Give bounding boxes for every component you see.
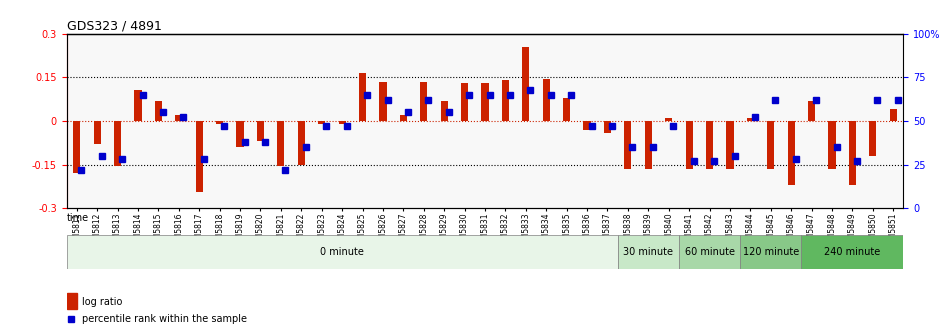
Text: 240 minute: 240 minute	[825, 247, 881, 257]
Text: GDS323 / 4891: GDS323 / 4891	[67, 19, 162, 33]
Bar	[175, 115, 183, 121]
Bar	[73, 121, 80, 173]
Text: log ratio: log ratio	[82, 297, 122, 307]
FancyBboxPatch shape	[740, 235, 802, 269]
Bar	[237, 121, 243, 147]
Bar	[196, 121, 203, 192]
Bar	[420, 82, 427, 121]
FancyBboxPatch shape	[67, 235, 618, 269]
FancyBboxPatch shape	[618, 235, 679, 269]
Bar	[584, 121, 591, 130]
Text: time: time	[67, 213, 88, 223]
Bar	[727, 121, 733, 169]
Bar	[319, 121, 325, 124]
FancyBboxPatch shape	[802, 235, 903, 269]
Bar	[624, 121, 631, 169]
Bar	[216, 121, 223, 124]
Bar	[849, 121, 856, 185]
Bar	[522, 47, 530, 121]
Bar	[645, 121, 651, 169]
Bar	[93, 121, 101, 144]
FancyBboxPatch shape	[679, 235, 740, 269]
Bar	[665, 118, 672, 121]
Bar	[298, 121, 305, 165]
Bar	[339, 121, 346, 124]
Bar	[461, 83, 468, 121]
Bar	[808, 100, 815, 121]
Bar	[563, 98, 571, 121]
Bar	[155, 100, 162, 121]
Bar	[890, 109, 897, 121]
Bar	[278, 121, 284, 166]
Bar	[67, 293, 77, 309]
Bar	[869, 121, 877, 156]
Text: 30 minute: 30 minute	[623, 247, 673, 257]
Bar	[134, 90, 142, 121]
Bar	[481, 83, 489, 121]
Text: percentile rank within the sample: percentile rank within the sample	[82, 314, 246, 324]
Bar	[399, 115, 407, 121]
Bar	[257, 121, 264, 141]
Bar	[114, 121, 121, 166]
Bar	[543, 79, 550, 121]
Bar	[787, 121, 795, 185]
Bar	[767, 121, 774, 169]
Bar	[828, 121, 836, 169]
Text: 0 minute: 0 minute	[320, 247, 364, 257]
Bar	[379, 82, 386, 121]
Text: 60 minute: 60 minute	[685, 247, 734, 257]
Bar	[502, 80, 509, 121]
Text: 120 minute: 120 minute	[743, 247, 799, 257]
Bar	[359, 73, 366, 121]
Bar	[706, 121, 713, 169]
Bar	[604, 121, 611, 133]
Bar	[440, 100, 448, 121]
Bar	[747, 118, 754, 121]
Bar	[686, 121, 692, 169]
